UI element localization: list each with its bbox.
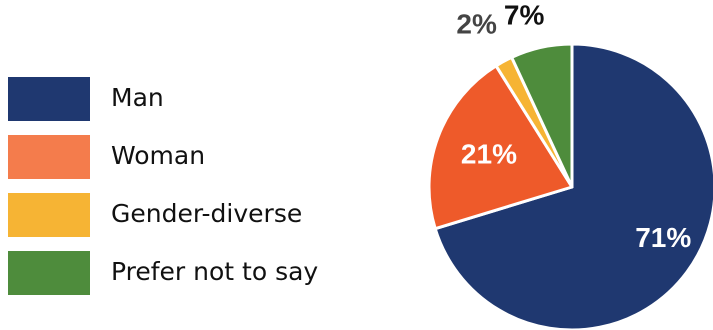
legend-item-prefer-not-to-say: Prefer not to say	[8, 249, 388, 295]
slice-label-gender-diverse: 2%	[456, 9, 497, 40]
legend-label-prefer-not-to-say: Prefer not to say	[111, 257, 319, 286]
legend-item-gender-diverse: Gender-diverse	[8, 191, 388, 237]
legend-swatch-prefer-not-to-say	[8, 251, 90, 295]
pie-slice-prefer-not-to-say	[510, 42, 574, 189]
pie-slice-man	[433, 42, 713, 330]
legend-swatch-man	[8, 77, 90, 121]
slice-label-prefer-not-to-say: 7%	[504, 0, 545, 30]
legend-item-man: Man	[8, 75, 388, 121]
legend-swatch-woman	[8, 135, 90, 179]
pie-slices	[427, 42, 713, 330]
slice-label-man: 71%	[635, 222, 691, 253]
legend: Man Woman Gender-diverse Prefer not to s…	[8, 75, 388, 307]
legend-label-man: Man	[111, 83, 164, 112]
legend-item-woman: Woman	[8, 133, 388, 179]
pie-slice-labels: 71% 21% 2% 7%	[456, 0, 691, 253]
pie-slice-woman	[427, 64, 574, 231]
legend-label-woman: Woman	[111, 141, 206, 170]
slice-label-woman: 21%	[461, 138, 517, 169]
legend-swatch-gender-diverse	[8, 193, 90, 237]
legend-label-gender-diverse: Gender-diverse	[111, 199, 303, 228]
